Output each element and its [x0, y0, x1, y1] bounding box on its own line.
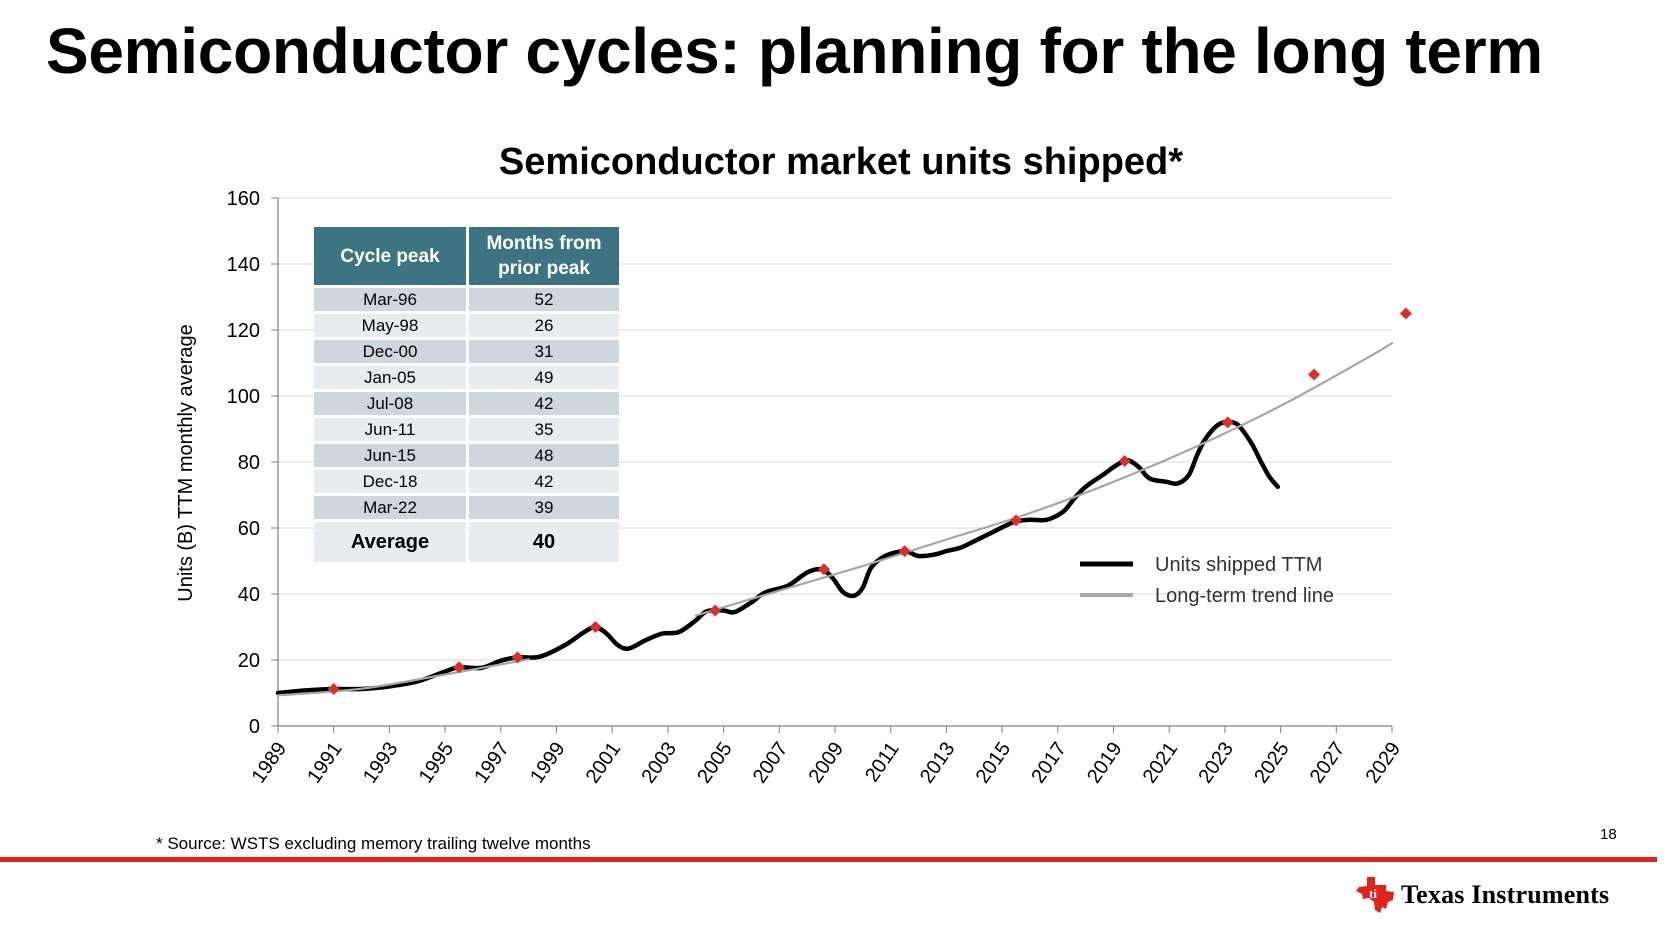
cycle-peak-table: Cycle peak Months from prior peak Mar-96…	[311, 224, 622, 565]
months-cell: 31	[469, 340, 619, 363]
table-header-cycle-peak: Cycle peak	[314, 227, 466, 285]
x-tick-label: 1989	[248, 738, 292, 787]
cycle-peak-marker	[1308, 368, 1321, 381]
months-cell: 49	[469, 366, 619, 389]
months-cell: 42	[469, 392, 619, 415]
units-shipped-line	[275, 419, 1281, 696]
x-tick-label: 2001	[582, 738, 626, 787]
y-tick-label: 40	[238, 584, 260, 606]
cycle-peak-marker	[1118, 455, 1131, 468]
x-tick-label: 2005	[693, 738, 737, 787]
cycle-peak-cell: Mar-22	[314, 496, 466, 519]
table-row: Dec-00 31	[314, 340, 619, 363]
slide-title: Semiconductor cycles: planning for the l…	[46, 15, 1543, 87]
x-tick-label: 1995	[415, 738, 459, 787]
x-tick-label: 2015	[972, 738, 1016, 787]
trend-line	[694, 342, 1394, 617]
y-tick-label: 0	[249, 716, 260, 738]
page-number: 18	[1600, 826, 1617, 843]
cycle-peak-marker	[511, 651, 524, 664]
x-tick-label: 2027	[1306, 738, 1350, 787]
cycle-peak-cell: Mar-96	[314, 288, 466, 311]
table-row: Jan-05 49	[314, 366, 619, 389]
months-cell: 42	[469, 470, 619, 493]
company-name: Texas Instruments	[1401, 880, 1610, 909]
table-row: Jul-08 42	[314, 392, 619, 415]
cycle-peak-cell: Jan-05	[314, 366, 466, 389]
legend-label: Units shipped TTM	[1155, 554, 1322, 576]
legend-label: Long-term trend line	[1155, 585, 1334, 607]
cycle-peak-cell: Jul-08	[314, 392, 466, 415]
cycle-peak-marker	[589, 621, 602, 633]
months-cell: 39	[469, 496, 619, 519]
svg-text:ti: ti	[1369, 886, 1377, 901]
months-cell: 52	[469, 288, 619, 311]
cycle-peak-marker	[898, 545, 911, 558]
cycle-peak-cell: May-98	[314, 314, 466, 337]
y-tick-label: 120	[227, 320, 260, 342]
months-cell: 35	[469, 418, 619, 441]
table-row: Jun-15 48	[314, 444, 619, 467]
x-tick-label: 2021	[1139, 738, 1183, 787]
trend-line	[276, 658, 530, 697]
y-tick-label: 60	[238, 518, 260, 540]
table-row: May-98 26	[314, 314, 619, 337]
x-tick-label: 2025	[1250, 738, 1294, 787]
source-footnote: * Source: WSTS excluding memory trailing…	[156, 834, 591, 853]
x-tick-label: 1997	[470, 738, 514, 787]
y-tick-label: 100	[227, 386, 260, 408]
cycle-peak-marker	[1399, 307, 1412, 320]
cycle-peak-cell: Dec-00	[314, 340, 466, 363]
cycle-peak-marker	[327, 683, 340, 696]
months-cell: 26	[469, 314, 619, 337]
footer-divider	[0, 857, 1657, 862]
x-tick-label: 2013	[916, 738, 960, 787]
table-row: Mar-22 39	[314, 496, 619, 519]
company-logo: ti Texas Instruments	[1355, 876, 1609, 914]
x-tick-label: 2011	[861, 738, 904, 786]
y-tick-label: 140	[227, 254, 260, 276]
cycle-peak-marker	[1221, 416, 1234, 429]
y-axis-label: Units (B) TTM monthly average	[175, 324, 197, 602]
x-tick-label: 2009	[805, 738, 849, 787]
y-tick-label: 80	[238, 452, 260, 474]
texas-instruments-logo-icon: ti	[1356, 877, 1394, 913]
cycle-peak-cell: Jun-11	[314, 418, 466, 441]
cycle-peak-marker	[709, 604, 722, 617]
cycle-peak-cell: Dec-18	[314, 470, 466, 493]
x-tick-label: 2017	[1027, 738, 1071, 787]
x-tick-label: 2003	[637, 738, 681, 787]
x-tick-label: 2019	[1083, 738, 1127, 787]
table-row: Jun-11 35	[314, 418, 619, 441]
x-tick-label: 1999	[526, 738, 570, 787]
cycle-peak-marker	[1010, 514, 1023, 527]
y-tick-label: 20	[238, 650, 260, 672]
x-tick-label: 1991	[303, 738, 347, 787]
table-header-months: Months from prior peak	[469, 227, 619, 285]
chart-title: Semiconductor market units shipped*	[499, 141, 1183, 183]
table-row: Dec-18 42	[314, 470, 619, 493]
x-tick-label: 2007	[749, 738, 793, 787]
x-tick-label: 1993	[359, 738, 403, 787]
y-tick-label: 160	[227, 188, 260, 210]
cycle-peak-marker	[817, 563, 830, 576]
cycle-peak-marker	[453, 661, 466, 674]
average-label: Average	[314, 522, 466, 562]
cycle-peak-cell: Jun-15	[314, 444, 466, 467]
table-row: Mar-96 52	[314, 288, 619, 311]
x-tick-label: 2023	[1194, 738, 1238, 787]
chart: Semiconductor market units shipped* Unit…	[175, 141, 1412, 787]
table-average-row: Average 40	[314, 522, 619, 562]
average-value: 40	[469, 522, 619, 562]
months-cell: 48	[469, 444, 619, 467]
x-tick-label: 2029	[1362, 738, 1406, 787]
